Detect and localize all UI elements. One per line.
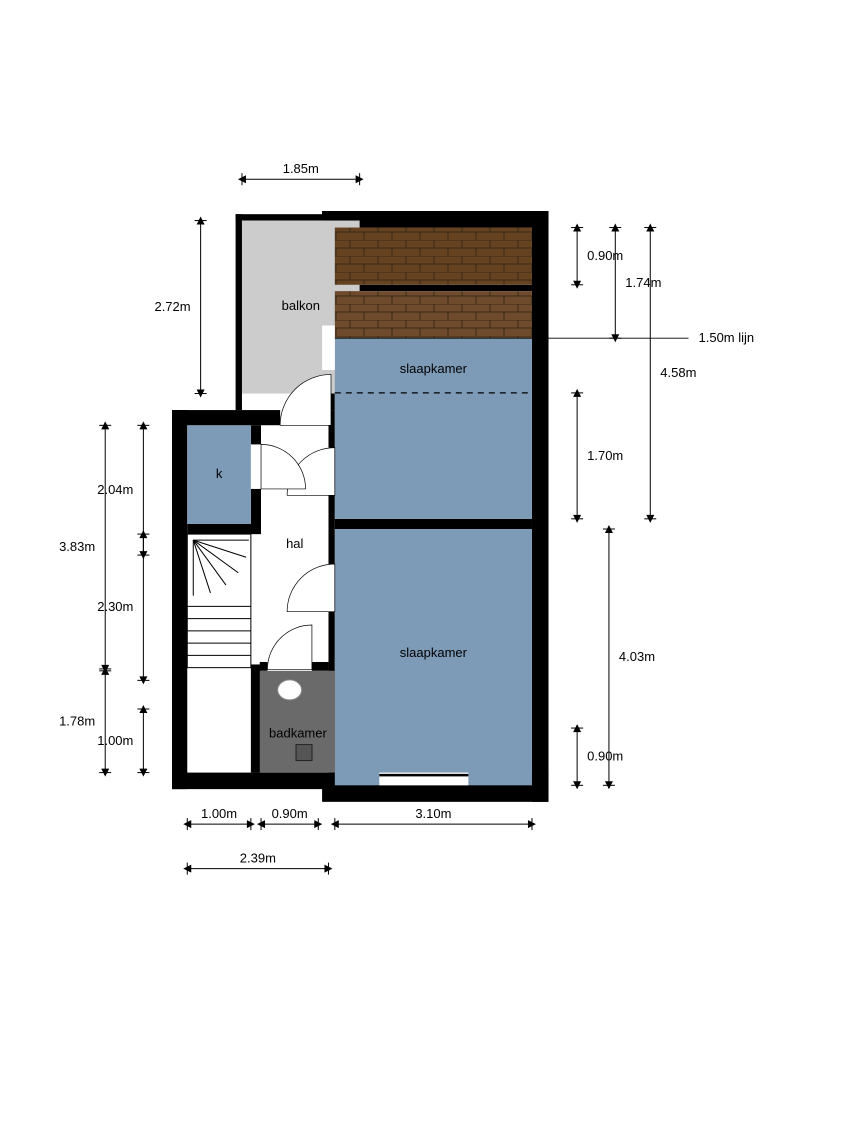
sink-icon — [278, 680, 302, 700]
dim-0-90c-text: 0.90m — [272, 806, 308, 821]
dim-4-58-text: 4.58m — [660, 365, 696, 380]
dim-1-78-text: 1.78m — [59, 714, 95, 729]
dim-1-00b-text: 1.00m — [201, 806, 237, 821]
roof-upper — [335, 228, 532, 285]
opening — [251, 444, 261, 489]
dim-0-90b-text: 0.90m — [587, 749, 623, 764]
roof-lower — [335, 291, 532, 338]
dim-1-74-text: 1.74m — [625, 275, 661, 290]
wall — [172, 410, 187, 789]
dim-2-72-text: 2.72m — [154, 299, 190, 314]
wall — [251, 664, 261, 772]
dim-3-83-text: 3.83m — [59, 539, 95, 554]
wall — [335, 519, 532, 529]
label-150-lijn: 1.50m lijn — [699, 330, 755, 345]
label-balkon: balkon — [282, 298, 320, 313]
dim-1-00a-text: 1.00m — [97, 733, 133, 748]
label-slaapkamer-1: slaapkamer — [400, 361, 468, 376]
label-slaapkamer-2: slaapkamer — [400, 645, 468, 660]
dim-2-30-text: 2.30m — [97, 599, 133, 614]
stairs — [187, 534, 251, 668]
label-hal: hal — [286, 536, 303, 551]
dim-2-04-text: 2.04m — [97, 482, 133, 497]
dim-3-10-text: 3.10m — [415, 806, 451, 821]
opening — [322, 325, 335, 370]
wall — [335, 285, 532, 291]
dim-1-85-text: 1.85m — [283, 161, 319, 176]
dim-1-70-text: 1.70m — [587, 448, 623, 463]
floor-plan: balkon slaapkamer slaapkamer hal k badkamer 1.… — [0, 0, 855, 1137]
dim-0-90a-text: 0.90m — [587, 248, 623, 263]
label-kast: k — [216, 466, 223, 481]
dim-2-39-text: 2.39m — [240, 851, 276, 866]
dim-4-03-text: 4.03m — [619, 649, 655, 664]
drain-icon — [296, 745, 312, 761]
label-badkamer: badkamer — [269, 726, 327, 741]
wall — [532, 211, 549, 802]
wall — [187, 524, 261, 534]
